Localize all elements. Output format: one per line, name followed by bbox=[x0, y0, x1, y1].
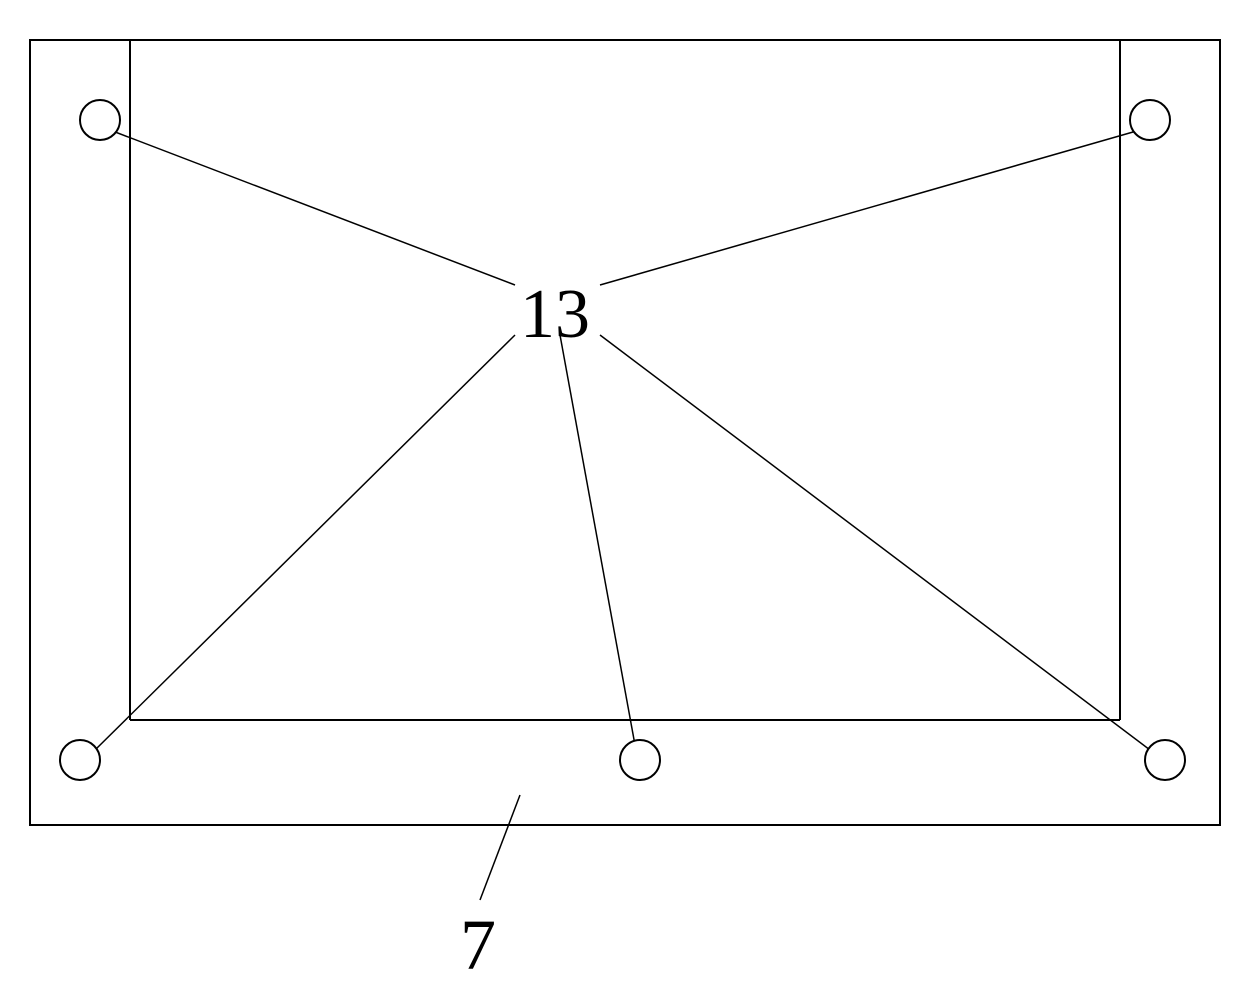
label-13: 13 bbox=[520, 275, 590, 355]
leader-line bbox=[110, 130, 515, 285]
leader-lines-group bbox=[95, 130, 1150, 900]
label-7: 7 bbox=[460, 904, 496, 987]
hole-circle-tr bbox=[1130, 100, 1170, 140]
leader-line bbox=[95, 335, 515, 750]
diagram-svg bbox=[0, 0, 1248, 998]
hole-circle-br bbox=[1145, 740, 1185, 780]
hole-circle-bl bbox=[60, 740, 100, 780]
leader-line bbox=[600, 130, 1140, 285]
leader-line bbox=[560, 335, 635, 745]
hole-circle-tl bbox=[80, 100, 120, 140]
leader-line bbox=[480, 795, 520, 900]
hole-circle-bc bbox=[620, 740, 660, 780]
technical-diagram: 13 7 bbox=[0, 0, 1248, 998]
leader-line bbox=[600, 335, 1150, 750]
